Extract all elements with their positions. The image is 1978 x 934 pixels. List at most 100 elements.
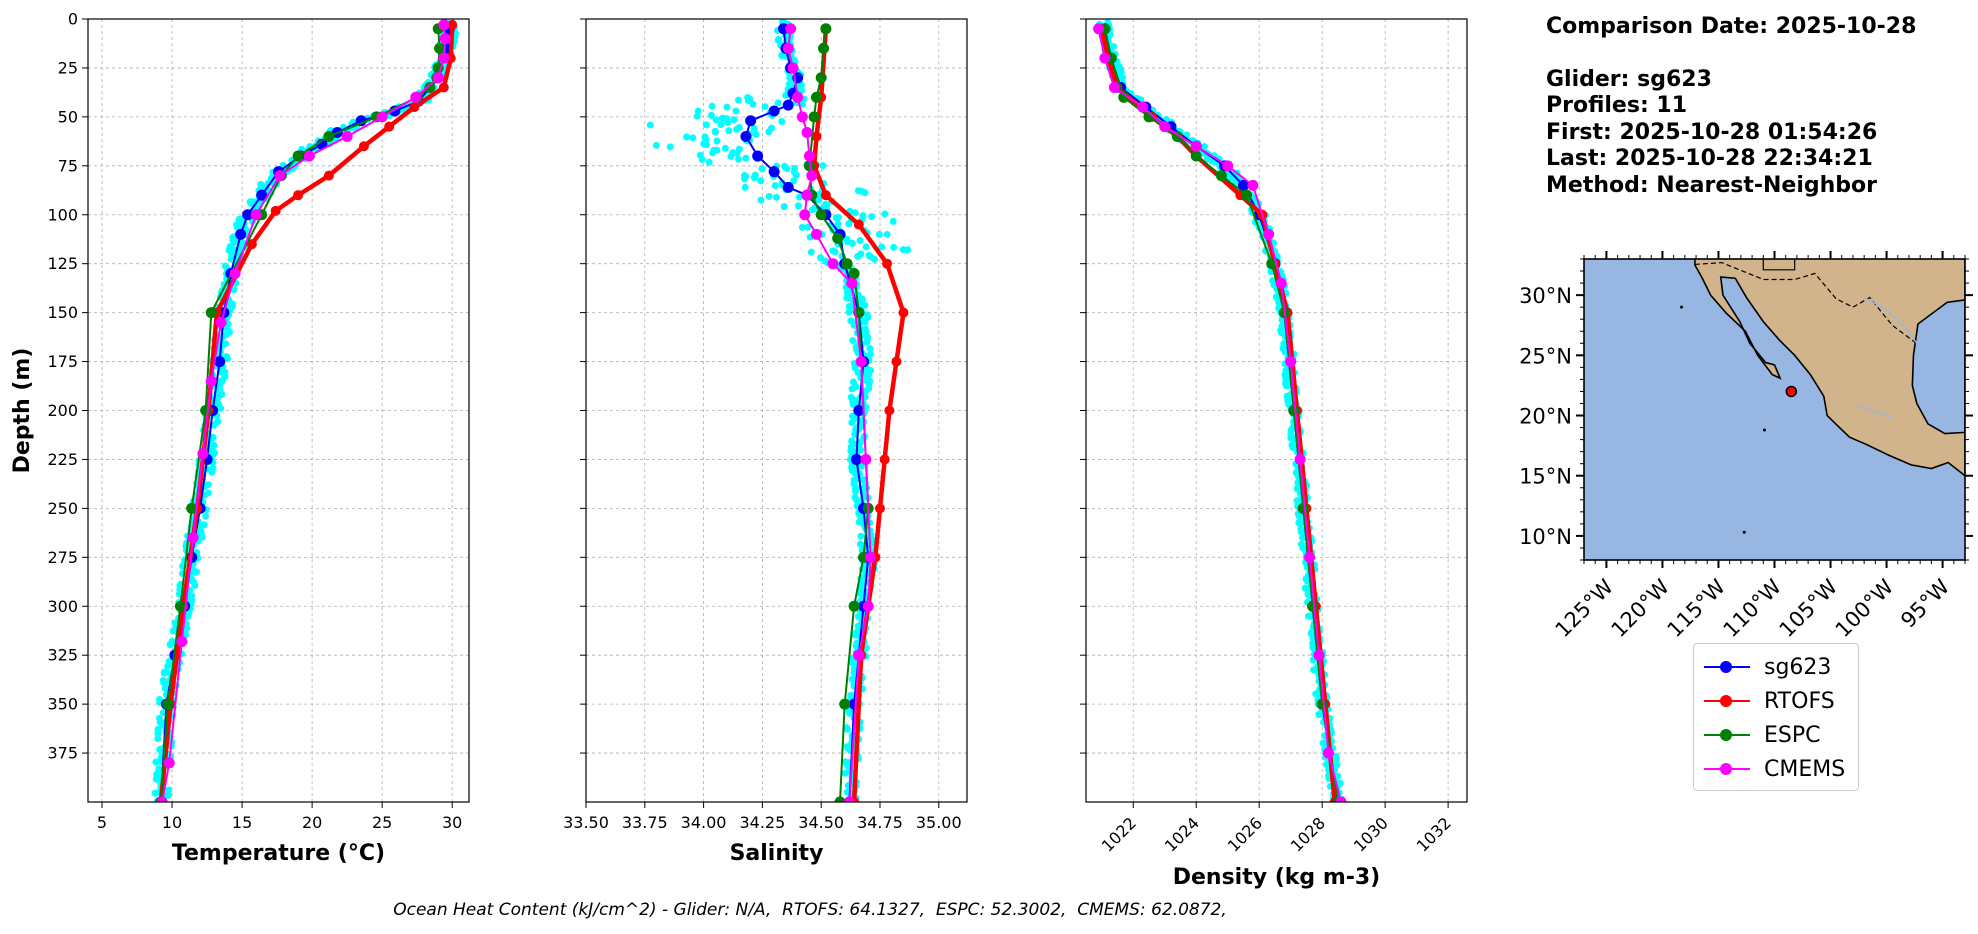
scatter-point bbox=[856, 589, 864, 597]
series-marker-cmems bbox=[787, 62, 799, 74]
scatter-point bbox=[749, 100, 757, 108]
scatter-point bbox=[798, 223, 806, 231]
scatter-point bbox=[780, 203, 788, 211]
series-marker-rtofs bbox=[409, 102, 420, 113]
profile-count: Profiles: 11 bbox=[1546, 93, 1688, 118]
scatter-point bbox=[734, 155, 742, 163]
y-tick-label: 100 bbox=[47, 205, 78, 224]
series-marker-rtofs bbox=[270, 205, 281, 216]
series-marker-cmems bbox=[865, 551, 877, 563]
scatter-point bbox=[160, 669, 168, 677]
x-tick-label: 33.50 bbox=[563, 813, 609, 832]
series-marker-cmems bbox=[1294, 453, 1306, 465]
series-marker-cmems bbox=[860, 453, 872, 465]
scatter-point bbox=[152, 758, 160, 766]
scatter-point bbox=[689, 134, 697, 142]
series-marker-espc bbox=[820, 23, 832, 35]
x-axis-label: Temperature (°C) bbox=[172, 841, 385, 866]
scatter-point bbox=[849, 412, 857, 420]
scatter-point bbox=[652, 141, 660, 149]
series-marker-espc bbox=[186, 502, 198, 514]
series-marker-sg623 bbox=[1237, 179, 1249, 191]
scatter-point bbox=[165, 786, 173, 794]
y-tick-label: 75 bbox=[58, 156, 78, 175]
scatter-point bbox=[229, 236, 237, 244]
series-marker-cmems bbox=[1093, 23, 1105, 35]
scatter-point bbox=[851, 209, 859, 217]
map-x-tick-label: 95°W bbox=[1896, 574, 1954, 632]
series-marker-rtofs bbox=[811, 131, 822, 142]
series-marker-cmems bbox=[197, 448, 209, 460]
scatter-point bbox=[712, 116, 720, 124]
series-marker-rtofs bbox=[853, 219, 864, 230]
legend-item-espc: ESPC bbox=[1704, 720, 1821, 750]
scatter-point bbox=[819, 162, 827, 170]
scatter-point bbox=[709, 149, 717, 157]
series-marker-sg623 bbox=[768, 166, 780, 178]
scatter-point bbox=[165, 660, 173, 668]
scatter-point bbox=[161, 684, 169, 692]
series-lines bbox=[155, 19, 458, 802]
map-island bbox=[1742, 530, 1746, 534]
scatter-point bbox=[797, 81, 805, 89]
scatter-point bbox=[858, 187, 866, 195]
map-land bbox=[1679, 259, 1965, 534]
legend-swatch-sg623 bbox=[1704, 657, 1750, 677]
scatter-point bbox=[1295, 512, 1303, 520]
legend-item-cmems: CMEMS bbox=[1704, 754, 1845, 784]
series-marker-cmems bbox=[438, 19, 450, 31]
comparison-date: Comparison Date: 2025-10-28 bbox=[1546, 14, 1917, 39]
series-lines bbox=[1093, 23, 1347, 802]
series-marker-espc bbox=[162, 698, 174, 710]
x-tick-label: 33.75 bbox=[622, 813, 668, 832]
series-marker-cmems bbox=[1304, 551, 1316, 563]
scatter-point bbox=[875, 230, 883, 238]
series-marker-cmems bbox=[229, 267, 241, 279]
ocean-heat-content-footer: Ocean Heat Content (kJ/cm^2) - Glider: N… bbox=[393, 900, 1227, 920]
scatter-point bbox=[713, 137, 721, 145]
y-tick-label: 125 bbox=[47, 254, 78, 273]
series-marker-cmems bbox=[846, 277, 858, 289]
x-tick-label: 1024 bbox=[1161, 813, 1203, 855]
series-marker-rtofs bbox=[820, 190, 831, 201]
scatter-point bbox=[790, 177, 798, 185]
series-marker-rtofs bbox=[874, 503, 885, 514]
grid bbox=[88, 18, 469, 802]
y-tick-label: 375 bbox=[47, 744, 78, 763]
series-line-cmems bbox=[1097, 28, 1343, 802]
y-tick-label: 150 bbox=[47, 303, 78, 322]
scatter-point bbox=[732, 107, 740, 115]
scatter-point bbox=[848, 385, 856, 393]
series-marker-cmems bbox=[156, 796, 168, 802]
series-marker-espc bbox=[810, 91, 822, 103]
series-marker-cmems bbox=[1322, 747, 1334, 759]
scatter-point bbox=[890, 243, 898, 251]
series-marker-rtofs bbox=[246, 239, 257, 250]
scatter-point bbox=[200, 521, 208, 529]
scatter-point bbox=[843, 725, 851, 733]
series-marker-espc bbox=[292, 150, 304, 162]
scatter-point bbox=[899, 246, 907, 254]
scatter-point bbox=[778, 118, 786, 126]
scatter-point bbox=[165, 791, 173, 799]
x-tick-label: 1022 bbox=[1098, 813, 1140, 855]
scatter-point bbox=[154, 729, 162, 737]
series-marker-espc bbox=[1190, 150, 1202, 162]
series-marker-sg623 bbox=[782, 181, 794, 193]
legend-swatch-cmems bbox=[1704, 759, 1750, 779]
series-marker-sg623 bbox=[752, 150, 764, 162]
scatter-point bbox=[707, 111, 715, 119]
series-marker-sg623 bbox=[782, 99, 794, 111]
series-marker-cmems bbox=[1190, 140, 1202, 152]
x-tick-label: 5 bbox=[97, 813, 107, 832]
method: Method: Nearest-Neighbor bbox=[1546, 172, 1877, 198]
series-marker-sg623 bbox=[235, 228, 247, 240]
map-x-tick-label: 120°W bbox=[1607, 574, 1675, 642]
y-tick-label: 350 bbox=[47, 695, 78, 714]
y-axis-ticks bbox=[1080, 18, 1086, 754]
series-marker-espc bbox=[1215, 170, 1227, 182]
legend-label: ESPC bbox=[1764, 722, 1821, 748]
series-marker-rtofs bbox=[884, 405, 895, 416]
scatter-point bbox=[871, 255, 879, 263]
series-marker-cmems bbox=[215, 316, 227, 328]
